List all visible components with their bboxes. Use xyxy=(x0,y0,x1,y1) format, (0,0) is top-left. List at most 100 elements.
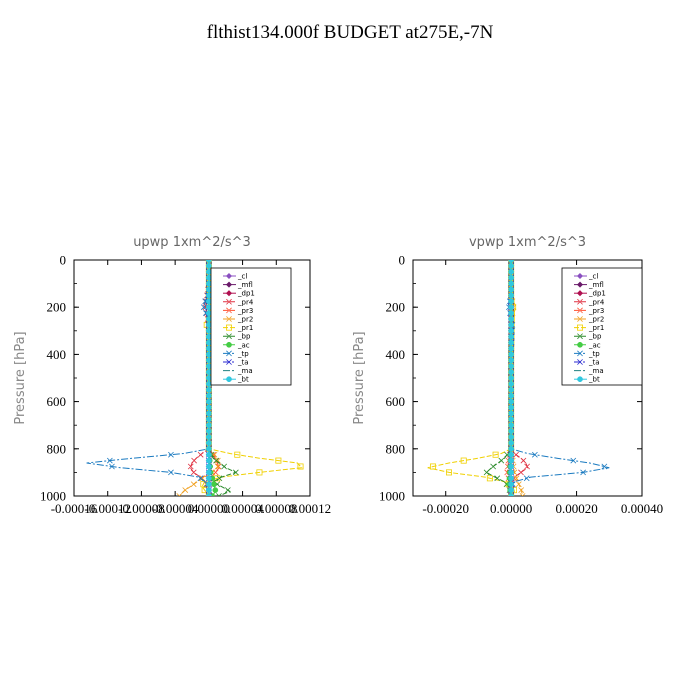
data-point-pr2 xyxy=(176,493,183,496)
data-point-bt xyxy=(508,422,514,429)
x-tick-label: -0.00008 xyxy=(118,501,165,516)
data-point-pr4 xyxy=(513,451,519,458)
series-group xyxy=(86,260,304,496)
x-tick-label: -0.00012 xyxy=(84,501,131,516)
data-point-pr1 xyxy=(200,481,207,488)
legend-label: _ac xyxy=(237,341,250,349)
legend-label: _bp xyxy=(588,333,602,341)
y-tick-label: 600 xyxy=(386,394,406,409)
legend-marker xyxy=(226,341,232,348)
y-tick-label: 400 xyxy=(47,347,67,362)
data-point-bt xyxy=(206,410,212,417)
data-point-tp xyxy=(601,463,608,470)
data-point-bt xyxy=(206,422,212,429)
data-point-bt xyxy=(508,445,514,452)
data-point-bt xyxy=(206,404,212,411)
legend-marker xyxy=(577,307,583,314)
series-line-pr1 xyxy=(201,260,303,496)
data-point-pr4 xyxy=(524,463,530,470)
data-point-bt xyxy=(206,434,212,440)
legend-marker xyxy=(577,341,583,348)
data-point-bt xyxy=(508,310,514,316)
data-point-bt xyxy=(508,434,514,440)
data-point-bt xyxy=(508,345,514,352)
x-tick-label: 0.00000 xyxy=(490,501,532,516)
data-point-bt xyxy=(508,428,514,434)
legend-marker xyxy=(577,324,584,331)
legend-label: _ma xyxy=(588,367,604,375)
x-tick-label: -0.00020 xyxy=(422,501,469,516)
legend-marker xyxy=(576,281,584,288)
data-point-bt xyxy=(508,381,514,387)
data-point-pr2 xyxy=(519,493,526,496)
x-tick-label: 0.00004 xyxy=(221,501,264,516)
legend-label: _pr2 xyxy=(237,316,253,324)
data-point-pr2 xyxy=(190,481,197,488)
data-point-bt xyxy=(206,481,212,488)
data-point-bt xyxy=(508,322,514,328)
data-point-pr2 xyxy=(199,475,206,482)
data-point-bt xyxy=(206,263,212,269)
data-point-pr1 xyxy=(297,463,304,470)
data-point-bt xyxy=(508,363,514,370)
data-point-pr4 xyxy=(518,469,524,476)
legend-label: _cl xyxy=(237,273,247,281)
legend-marker xyxy=(577,359,583,365)
data-point-pr1 xyxy=(234,451,241,458)
data-point-bp xyxy=(224,487,231,493)
data-point-pr2 xyxy=(515,481,522,488)
data-point-pr1 xyxy=(445,469,452,476)
data-point-pr4 xyxy=(191,457,197,464)
legend-marker xyxy=(225,272,233,280)
legend: _cl_mfl_dp1_pr4_pr3_pr2_pr1_bp_ac_tp_ta_… xyxy=(561,267,643,386)
series-group xyxy=(427,260,610,496)
data-point-bt xyxy=(508,463,514,470)
legend-marker xyxy=(577,316,583,322)
legend-label: _pr4 xyxy=(237,298,254,306)
page-title: flthist134.000f BUDGET at275E,-7N xyxy=(206,22,494,43)
plot-title: upwp 1xm^2/s^3 xyxy=(133,235,251,250)
data-point-bt xyxy=(206,487,212,493)
data-point-bt xyxy=(508,333,514,340)
data-point-bt xyxy=(508,375,514,381)
legend-marker xyxy=(577,376,583,383)
legend-marker xyxy=(226,333,232,340)
data-point-bt xyxy=(508,327,514,334)
data-point-bt xyxy=(206,416,212,423)
legend-label: _mfl xyxy=(237,281,253,289)
legend-label: _ac xyxy=(588,341,601,349)
data-point-pr2 xyxy=(214,463,221,470)
data-point-bt xyxy=(206,475,212,482)
data-point-bt xyxy=(206,260,212,263)
data-point-bt xyxy=(508,493,514,496)
data-point-pr2 xyxy=(214,457,221,464)
y-tick-label: 200 xyxy=(47,300,67,315)
legend-label: _tp xyxy=(588,350,600,358)
x-tick-label: -0.00016 xyxy=(51,501,98,516)
y-tick-label: 0 xyxy=(399,253,406,268)
y-tick-label: 800 xyxy=(47,441,67,456)
legend-marker xyxy=(577,333,583,340)
data-point-bt xyxy=(508,280,514,287)
data-point-bt xyxy=(206,440,212,446)
data-point-bp xyxy=(216,475,223,482)
data-point-bp xyxy=(232,469,239,476)
data-point-bt xyxy=(508,469,514,476)
data-point-bp xyxy=(498,457,505,464)
data-point-bp xyxy=(483,469,490,476)
data-point-pr1 xyxy=(256,469,263,476)
data-point-bt xyxy=(206,386,212,393)
data-point-bp xyxy=(221,463,228,470)
data-point-bt xyxy=(206,493,212,496)
chart-panel-vpwp: vpwp 1xm^2/s^3 Pressure [hPa] 0 200 400 600 80… xyxy=(352,235,663,516)
data-point-tp xyxy=(109,463,115,470)
data-point-pr1 xyxy=(460,457,467,464)
legend-label: _tp xyxy=(237,350,249,358)
legend-marker xyxy=(225,324,232,331)
data-point-bt xyxy=(508,475,514,482)
legend-label: _pr1 xyxy=(588,324,604,332)
data-point-pr1 xyxy=(492,451,499,458)
data-point-bt xyxy=(508,274,514,281)
legend-label: _pr1 xyxy=(237,324,253,332)
data-point-bt xyxy=(206,469,212,476)
